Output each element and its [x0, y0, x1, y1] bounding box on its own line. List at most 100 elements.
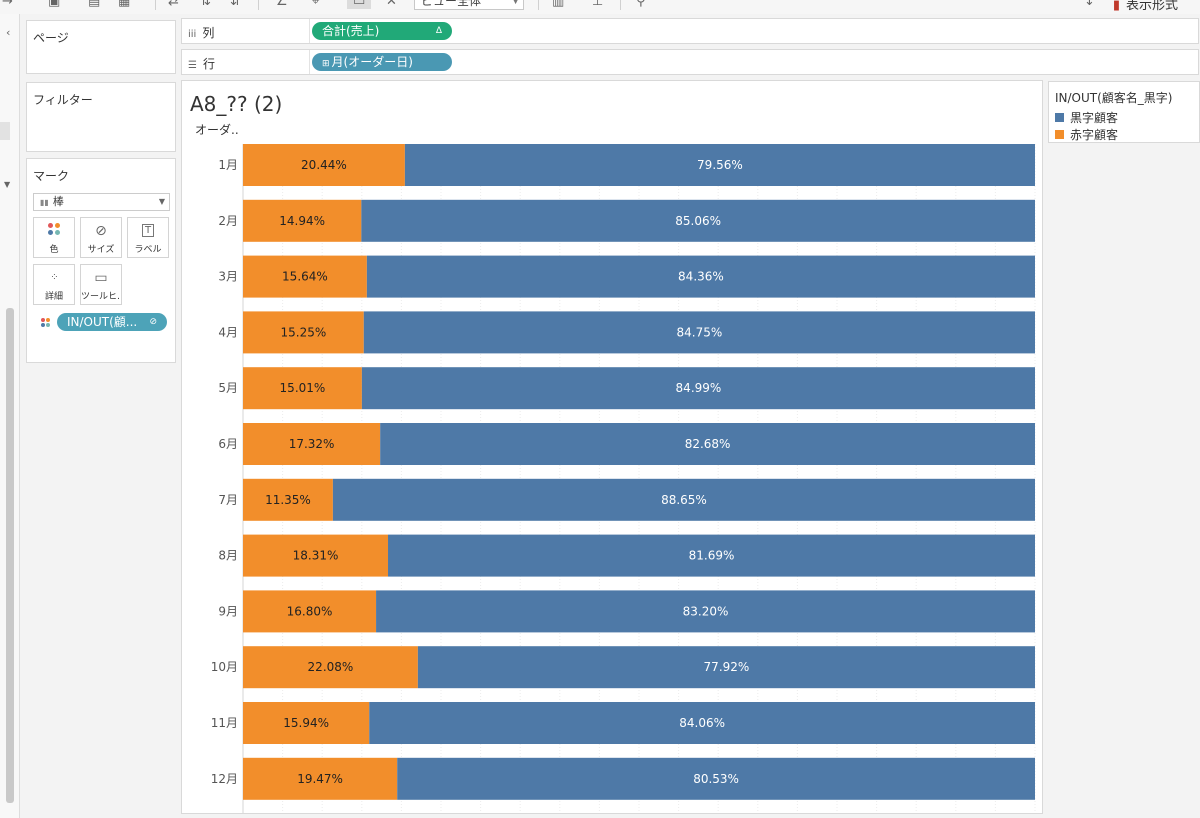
chevron-left-icon[interactable]: ‹: [6, 26, 11, 39]
clear-sheet-icon[interactable]: ▦: [118, 0, 131, 9]
duplicate-icon[interactable]: ▤: [88, 0, 101, 9]
bar-segment[interactable]: [363, 311, 1035, 354]
toolbar-divider: [620, 0, 621, 10]
color-dots-icon: [34, 222, 74, 240]
bar-value-label: 15.25%: [281, 325, 327, 339]
chevron-down-icon: ▼: [158, 197, 165, 206]
highlight-icon[interactable]: ∠: [276, 0, 288, 9]
new-sheet-icon[interactable]: ▣: [48, 0, 61, 9]
bar-segment[interactable]: [380, 423, 1035, 465]
columns-shelf[interactable]: iii 列 合計(売上) Δ: [181, 18, 1199, 44]
columns-shelf-label: iii 列: [188, 24, 214, 41]
tooltip-button-label: ツールヒ…: [81, 292, 121, 302]
bar-segment[interactable]: [243, 144, 405, 186]
category-label[interactable]: 11月: [211, 716, 238, 730]
bar-value-label: 14.94%: [279, 214, 325, 228]
filters-card[interactable]: フィルター: [26, 82, 176, 152]
bar-segment[interactable]: [388, 534, 1035, 577]
rows-icon: ☰: [188, 60, 197, 71]
connect-icon[interactable]: ⚲: [636, 0, 646, 9]
sort-asc-icon[interactable]: ⇅: [200, 0, 211, 9]
bar-value-label: 79.56%: [697, 158, 743, 172]
bar-segment[interactable]: [366, 255, 1036, 298]
rows-shelf[interactable]: ☰ 行 ⊞ 月(オーダー日): [181, 49, 1199, 75]
row-field-header[interactable]: オーダ..: [195, 123, 239, 137]
color-button-label: 色: [49, 245, 59, 255]
worksheet-title: A8_?? (2): [190, 92, 283, 116]
category-label[interactable]: 6月: [218, 437, 238, 451]
month-order-date-pill[interactable]: ⊞ 月(オーダー日): [312, 53, 452, 71]
bar-value-label: 15.94%: [283, 716, 329, 730]
stacked-bar-chart[interactable]: 1月 20.44% 79.56% 2月 14.94% 85.06% 3月 15.64% 84.3…: [182, 81, 1042, 813]
category-label[interactable]: 2月: [218, 214, 238, 228]
bar-value-label: 15.01%: [280, 381, 326, 395]
label-button[interactable]: T ラベル: [127, 217, 169, 258]
sum-sales-pill[interactable]: 合計(売上) Δ: [312, 22, 452, 40]
bar-segment[interactable]: [243, 702, 370, 744]
sort-desc-icon[interactable]: ⇵: [230, 0, 241, 9]
pin-icon[interactable]: ⌖: [312, 0, 320, 9]
detail-button[interactable]: ⁘ 詳細: [33, 264, 75, 305]
bar-segment[interactable]: [243, 199, 362, 242]
bar-segment[interactable]: [243, 646, 418, 689]
share-icon[interactable]: ⊥: [592, 0, 604, 9]
category-label[interactable]: 5月: [218, 381, 238, 395]
tooltip-button[interactable]: ▭ ツールヒ…: [80, 264, 122, 305]
category-label[interactable]: 8月: [218, 549, 238, 563]
fit-dropdown[interactable]: ビュー全体 ▼: [414, 0, 524, 10]
bar-segment[interactable]: [243, 367, 362, 410]
bar-segment[interactable]: [243, 423, 381, 465]
bar-value-label: 18.31%: [293, 549, 339, 563]
bar-segment[interactable]: [243, 757, 398, 800]
category-label[interactable]: 1月: [218, 158, 238, 172]
mark-type-dropdown[interactable]: ▮▮ 棒 ▼: [33, 193, 170, 211]
labels-icon[interactable]: ▭: [347, 0, 372, 9]
bar-segment[interactable]: [243, 311, 364, 354]
bar-segment[interactable]: [376, 590, 1035, 633]
bar-segment[interactable]: [243, 590, 377, 633]
bar-segment[interactable]: [243, 478, 333, 521]
in-out-color-pill[interactable]: IN/OUT(顧... ⊘: [57, 313, 167, 331]
bar-segment[interactable]: [243, 255, 367, 298]
bar-segment[interactable]: [417, 646, 1035, 689]
label-button-label: ラベル: [134, 245, 162, 255]
bar-segment[interactable]: [332, 478, 1036, 521]
bar-segment[interactable]: [361, 367, 1035, 410]
color-button[interactable]: 色: [33, 217, 75, 258]
chevron-down-icon[interactable]: ▼: [4, 180, 11, 189]
color-legend[interactable]: IN/OUT(顧客名_黒字) 黒字顧客 赤字顧客: [1048, 81, 1200, 143]
size-button-label: サイズ: [87, 245, 115, 255]
detail-dots-icon: ⁘: [50, 272, 58, 283]
category-label[interactable]: 7月: [218, 493, 238, 507]
category-label[interactable]: 12月: [211, 772, 238, 786]
size-button[interactable]: ⊘ サイズ: [80, 217, 122, 258]
toolbar-divider: [538, 0, 539, 10]
bar-value-label: 84.75%: [677, 325, 723, 339]
bar-segment[interactable]: [361, 199, 1035, 242]
bar-segment[interactable]: [243, 534, 389, 577]
toolbar-divider: [258, 0, 259, 10]
shelf-divider: [309, 50, 310, 74]
category-label[interactable]: 4月: [218, 325, 238, 339]
presentation-icon[interactable]: ▥: [552, 0, 565, 9]
scrollbar[interactable]: [6, 308, 14, 803]
arrow-icon[interactable]: →: [2, 0, 13, 9]
bar-segment[interactable]: [397, 757, 1035, 800]
columns-icon: iii: [188, 29, 197, 40]
bar-segment[interactable]: [369, 702, 1035, 744]
category-label[interactable]: 9月: [218, 604, 238, 618]
bar-segment[interactable]: [404, 144, 1036, 186]
bar-value-label: 84.06%: [679, 716, 725, 730]
bar-value-label: 19.47%: [297, 772, 343, 786]
data-pane-strip: ‹ ▼: [0, 14, 20, 818]
category-label[interactable]: 10月: [211, 660, 238, 674]
pages-card[interactable]: ページ: [26, 20, 176, 74]
worksheet-view[interactable]: 1月 20.44% 79.56% 2月 14.94% 85.06% 3月 15.64% 84.3…: [181, 80, 1043, 814]
legend-item-profit[interactable]: 黒字顧客: [1055, 110, 1118, 126]
legend-item-loss[interactable]: 赤字顧客: [1055, 127, 1118, 143]
fix-axes-icon[interactable]: ✕: [386, 0, 397, 9]
swap-icon[interactable]: ⇄: [168, 0, 179, 9]
download-icon[interactable]: ↓: [1084, 0, 1095, 9]
show-me-button[interactable]: ▮ 表示形式: [1113, 0, 1178, 13]
category-label[interactable]: 3月: [218, 270, 238, 284]
